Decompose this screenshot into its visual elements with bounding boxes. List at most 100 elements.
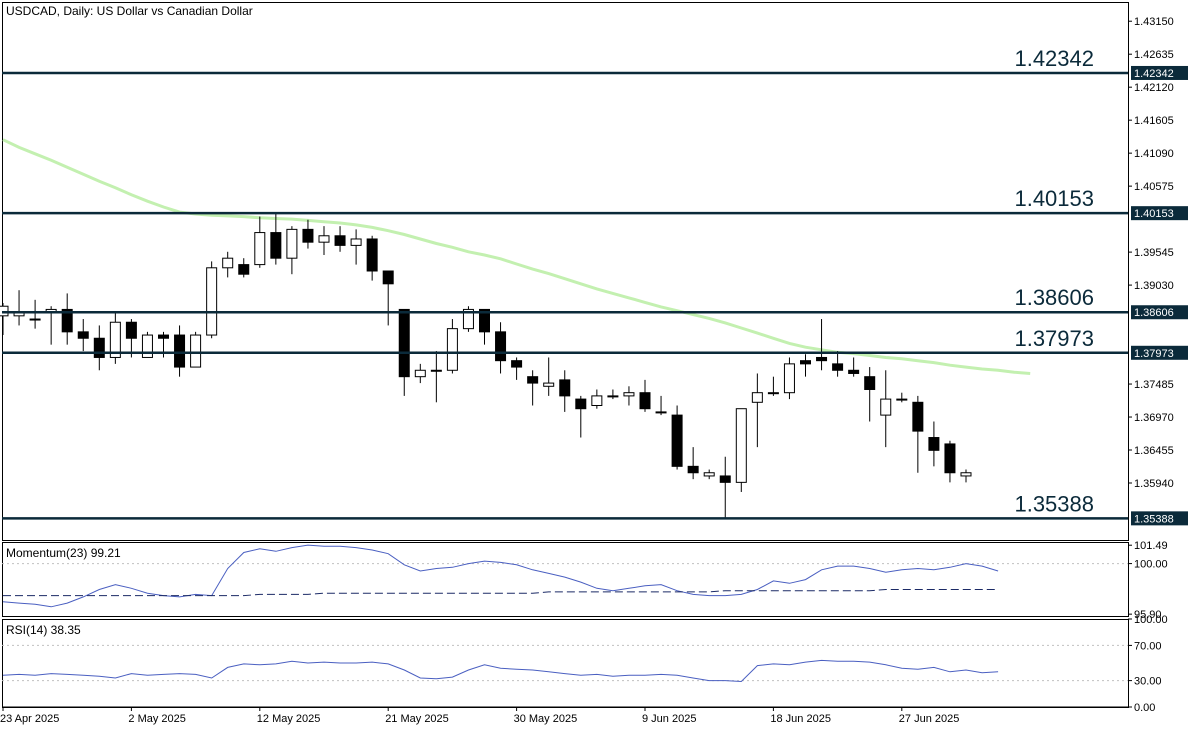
time-tick-label: 21 May 2025	[385, 713, 449, 725]
candle-bull	[29, 318, 41, 321]
momentum-line	[2, 544, 999, 608]
momentum-panel-frame	[2, 542, 1129, 617]
candle-bear	[125, 321, 137, 339]
price-tick-label: 1.40575	[1134, 181, 1174, 193]
candle-bear	[864, 376, 876, 390]
momentum-tick-label: 101.49	[1134, 540, 1168, 552]
time-tick-label: 30 May 2025	[514, 713, 578, 725]
panel-frames	[2, 2, 1129, 708]
level-price-tag-text: 1.38606	[1134, 307, 1174, 319]
candle-bear	[334, 235, 346, 246]
candle-bull	[623, 392, 635, 397]
rsi-tick-label: 100.00	[1134, 614, 1168, 626]
candle-bull	[141, 334, 153, 358]
candle-bear	[928, 437, 940, 451]
rsi-panel-frame	[2, 619, 1129, 708]
candle-bear	[800, 360, 811, 365]
candle-bull	[446, 328, 458, 371]
candlestick-series	[0, 213, 972, 518]
candle-bull	[254, 232, 266, 266]
level-price-tag-text: 1.40153	[1134, 208, 1174, 220]
candle-bull	[543, 382, 555, 387]
rsi-line	[2, 659, 999, 683]
candle-bull	[318, 235, 330, 243]
time-tick-label: 27 Jun 2025	[899, 713, 960, 725]
level-label: 1.38606	[1014, 285, 1094, 310]
time-tick-label: 2 May 2025	[128, 713, 185, 725]
price-tick-label: 1.42120	[1134, 82, 1174, 94]
candle-bull	[109, 321, 121, 358]
candle-bear	[671, 414, 683, 467]
price-tick-label: 1.41090	[1134, 148, 1174, 160]
price-tick-label: 1.37485	[1134, 379, 1174, 391]
candle-bull	[767, 392, 779, 395]
price-tick-label: 1.41605	[1134, 115, 1174, 127]
candle-bear	[479, 308, 490, 333]
moving-average-path	[2, 138, 1031, 375]
horizontal-levels: 1.42342 1.40153 1.38606 1.37973 1.35388	[2, 46, 1128, 520]
price-tick-label: 1.35940	[1134, 478, 1174, 490]
candle-bear	[848, 369, 860, 374]
rsi-tick-label: 70.00	[1134, 640, 1162, 652]
candle-bear	[366, 238, 378, 272]
candle-bull	[896, 398, 908, 401]
candle-bear	[398, 308, 410, 378]
level-label: 1.37973	[1014, 326, 1094, 351]
main-panel-frame	[2, 2, 1129, 541]
candle-bull	[735, 408, 747, 483]
candle-bull	[286, 228, 298, 259]
rsi-tick-label: 30.00	[1134, 676, 1162, 688]
price-tick-label: 1.39545	[1134, 247, 1174, 259]
candle-bull	[350, 238, 362, 246]
candle-bear	[511, 360, 523, 368]
candle-bear	[527, 376, 539, 384]
price-tick-label: 1.36970	[1134, 412, 1174, 424]
indicator-series	[2, 544, 1128, 683]
candle-bear	[158, 334, 169, 339]
candle-bear	[270, 232, 282, 259]
price-axis: 1.42342 1.40153 1.38606 1.37973 1.35388 1.431…	[1128, 16, 1188, 714]
rsi-title: RSI(14) 38.35	[6, 623, 81, 637]
time-axis: 23 Apr 2025 2 May 2025 12 May 2025 21 May 2…	[0, 706, 1128, 725]
candle-bear	[77, 331, 89, 339]
time-tick-label: 23 Apr 2025	[0, 713, 59, 725]
momentum-tick-label: 95.90	[1134, 609, 1162, 621]
candle-bear	[61, 308, 73, 333]
candle-bull	[591, 395, 603, 406]
price-tick-label: 1.39030	[1134, 280, 1174, 292]
candle-bear	[832, 363, 844, 371]
price-tick-label: 1.36455	[1134, 445, 1174, 457]
candle-bear	[559, 379, 571, 397]
candle-bear	[174, 334, 186, 368]
level-label: 1.42342	[1014, 46, 1094, 71]
rsi-tick-label: 0.00	[1134, 702, 1155, 714]
candle-bull	[607, 395, 619, 398]
level-price-tag-text: 1.37973	[1134, 348, 1174, 360]
candle-bear	[944, 443, 956, 474]
candle-bull	[430, 369, 442, 372]
time-tick-label: 12 May 2025	[257, 713, 321, 725]
chart-title: USDCAD, Daily: US Dollar vs Canadian Dol…	[6, 4, 253, 18]
candle-bear	[816, 356, 828, 362]
candle-bull	[222, 257, 234, 269]
candle-bear	[575, 398, 587, 410]
level-price-tag	[1131, 206, 1188, 221]
level-price-tag	[1131, 345, 1188, 360]
candle-bear	[93, 337, 105, 358]
momentum-tick-label: 100.00	[1134, 559, 1168, 571]
time-tick-label: 18 Jun 2025	[770, 713, 831, 725]
momentum-title: Momentum(23) 99.21	[6, 546, 121, 560]
candle-bear	[495, 331, 507, 362]
candle-bull	[190, 334, 202, 368]
level-label: 1.40153	[1014, 186, 1094, 211]
candle-bull	[783, 363, 795, 394]
candle-bull	[414, 369, 426, 378]
candle-bear	[719, 475, 731, 483]
candle-bear	[687, 465, 699, 474]
level-price-tag	[1131, 511, 1188, 526]
candle-bull	[206, 267, 218, 336]
candle-bear	[302, 228, 314, 243]
candle-bull	[880, 398, 892, 416]
candle-bull	[462, 308, 474, 330]
level-price-tag-text: 1.35388	[1134, 513, 1174, 525]
